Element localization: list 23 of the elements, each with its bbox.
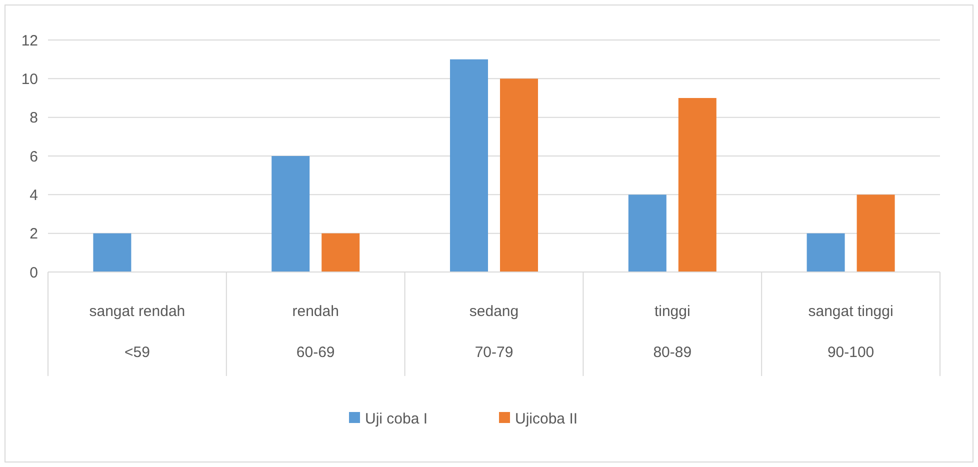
legend-label: Ujicoba II	[515, 410, 578, 428]
bar	[500, 78, 538, 272]
bar	[856, 194, 895, 272]
category-label: sangat rendah <59	[89, 303, 186, 361]
y-tick-label: 8	[30, 110, 38, 127]
bar	[628, 194, 666, 272]
y-tick-label: 0	[30, 264, 38, 282]
category-label: sangat tinggi 90-100	[808, 303, 894, 361]
bar	[450, 59, 488, 272]
bar	[272, 156, 310, 272]
category-label: sedang 70-79	[469, 303, 519, 361]
legend-label: Uji coba I	[365, 410, 428, 428]
bar	[322, 233, 360, 272]
y-tick-label: 4	[30, 186, 38, 204]
category-label: rendah 60-69	[292, 303, 339, 361]
category-label: tinggi 80-89	[653, 303, 692, 361]
bar	[678, 98, 716, 272]
bar	[806, 233, 845, 272]
y-tick-label: 10	[21, 70, 38, 88]
y-tick-label: 2	[30, 226, 38, 243]
bar	[93, 233, 132, 272]
y-tick-label: 12	[21, 32, 38, 50]
y-tick-label: 6	[30, 148, 38, 166]
